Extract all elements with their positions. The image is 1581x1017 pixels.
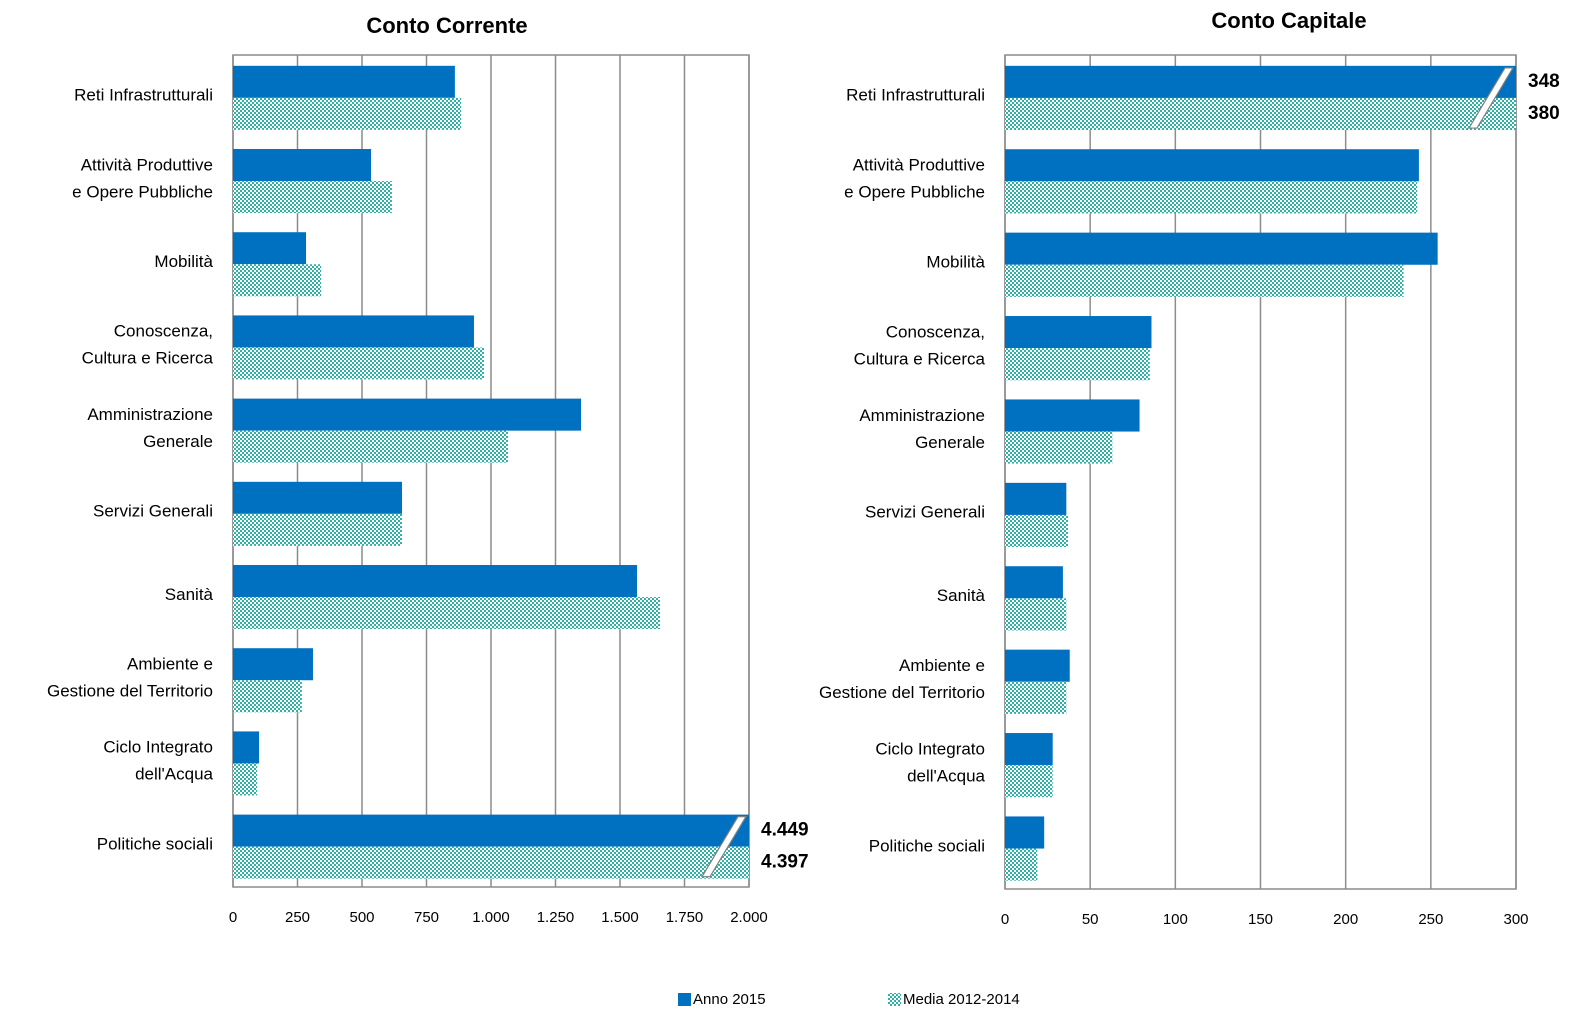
bar bbox=[1005, 264, 1404, 297]
bar bbox=[1005, 232, 1438, 265]
bar bbox=[1005, 598, 1067, 631]
x-tick-label: 750 bbox=[414, 909, 439, 926]
bar bbox=[233, 481, 402, 514]
y-tick-label: Amministrazione Generale bbox=[87, 405, 213, 451]
chart-title: Conto Capitale bbox=[1211, 8, 1366, 33]
plot-border bbox=[232, 54, 750, 888]
x-tick-label: 150 bbox=[1248, 911, 1273, 928]
chart-title: Conto Corrente bbox=[366, 13, 527, 38]
bar bbox=[1005, 181, 1418, 214]
x-tick-label: 200 bbox=[1333, 911, 1358, 928]
axis-break bbox=[700, 816, 748, 878]
bar bbox=[233, 814, 749, 847]
bar bbox=[233, 763, 257, 796]
y-tick-label: Ambiente e Gestione del Territorio bbox=[819, 656, 985, 702]
y-tick-label: Reti Infrastrutturali bbox=[74, 86, 213, 105]
bar bbox=[233, 181, 392, 214]
plot-border bbox=[1004, 54, 1517, 890]
bar bbox=[233, 430, 509, 463]
value-label: 4.449 bbox=[761, 820, 809, 841]
x-tick-label: 50 bbox=[1082, 911, 1099, 928]
bar bbox=[1005, 399, 1140, 432]
legend-swatch bbox=[678, 993, 691, 1006]
x-tick-label: 1.000 bbox=[472, 909, 510, 926]
bar bbox=[233, 398, 582, 431]
x-tick-label: 500 bbox=[349, 909, 374, 926]
y-tick-label: Servizi Generali bbox=[865, 503, 985, 522]
bar bbox=[233, 264, 321, 297]
bar bbox=[233, 648, 313, 681]
bar bbox=[233, 65, 455, 98]
value-label: 380 bbox=[1528, 103, 1560, 124]
bar bbox=[1005, 431, 1113, 464]
bar bbox=[233, 513, 402, 546]
bar bbox=[233, 597, 660, 630]
y-tick-label: Ciclo Integrato dell'Acqua bbox=[103, 738, 213, 784]
bar bbox=[1005, 848, 1038, 881]
bar bbox=[233, 149, 372, 182]
x-tick-label: 100 bbox=[1163, 911, 1188, 928]
bar bbox=[1005, 733, 1053, 766]
y-tick-label: Amministrazione Generale bbox=[859, 406, 985, 452]
x-tick-label: 0 bbox=[1001, 911, 1009, 928]
axis-break bbox=[1467, 67, 1515, 129]
bar bbox=[1005, 65, 1516, 98]
bar bbox=[1005, 681, 1067, 714]
value-label: 4.397 bbox=[761, 852, 809, 873]
bar bbox=[233, 232, 307, 265]
bar bbox=[233, 97, 462, 130]
bar bbox=[1005, 316, 1152, 349]
x-tick-label: 1.500 bbox=[601, 909, 639, 926]
bar bbox=[1005, 765, 1053, 798]
y-tick-label: Attività Produttive e Opere Pubbliche bbox=[72, 156, 213, 202]
x-tick-label: 2.000 bbox=[730, 909, 768, 926]
value-label: 348 bbox=[1528, 71, 1560, 92]
legend-label: Anno 2015 bbox=[693, 991, 766, 1008]
bar bbox=[1005, 816, 1045, 849]
x-tick-label: 250 bbox=[285, 909, 310, 926]
bar bbox=[233, 565, 638, 598]
legend-label: Media 2012-2014 bbox=[903, 991, 1020, 1008]
y-tick-label: Mobilità bbox=[154, 252, 213, 271]
y-tick-label: Politiche sociali bbox=[97, 835, 213, 854]
bar bbox=[1005, 649, 1070, 682]
bar bbox=[1005, 514, 1069, 548]
y-tick-label: Sanità bbox=[165, 585, 214, 604]
bar bbox=[1005, 348, 1150, 381]
y-tick-label: Attività Produttive e Opere Pubbliche bbox=[844, 156, 985, 202]
bar bbox=[1005, 482, 1067, 515]
bar bbox=[1005, 566, 1063, 599]
y-tick-label: Ciclo Integrato dell'Acqua bbox=[875, 740, 985, 786]
y-tick-label: Conoscenza, Cultura e Ricerca bbox=[82, 322, 214, 368]
y-tick-label: Conoscenza, Cultura e Ricerca bbox=[854, 323, 986, 369]
bar bbox=[233, 846, 749, 879]
x-tick-label: 250 bbox=[1418, 911, 1443, 928]
x-tick-label: 1.250 bbox=[537, 909, 575, 926]
legend-swatch bbox=[888, 993, 901, 1006]
bar bbox=[233, 315, 474, 348]
bar bbox=[1005, 97, 1516, 131]
y-tick-label: Servizi Generali bbox=[93, 502, 213, 521]
x-tick-label: 1.750 bbox=[666, 909, 704, 926]
y-tick-label: Reti Infrastrutturali bbox=[846, 86, 985, 105]
y-tick-label: Mobilità bbox=[926, 253, 985, 272]
y-tick-label: Politiche sociali bbox=[869, 837, 985, 856]
y-tick-label: Sanità bbox=[937, 587, 986, 606]
bar bbox=[233, 731, 260, 764]
bar bbox=[233, 680, 302, 713]
bar bbox=[1005, 149, 1419, 182]
bar bbox=[233, 347, 485, 380]
x-tick-label: 0 bbox=[229, 909, 237, 926]
y-tick-label: Ambiente e Gestione del Territorio bbox=[47, 655, 213, 701]
x-tick-label: 300 bbox=[1503, 911, 1528, 928]
